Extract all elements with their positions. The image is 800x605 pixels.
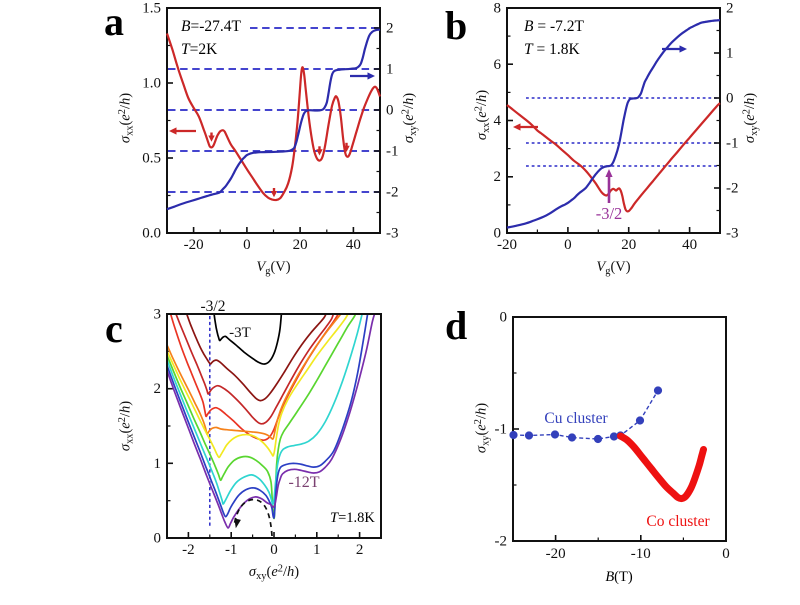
svg-text:-10: -10 [631,546,651,562]
svg-text:T=2K: T=2K [181,41,218,58]
svg-text:-20: -20 [184,237,204,253]
svg-text:T=1.8K: T=1.8K [330,510,375,526]
svg-text:-3: -3 [386,226,399,242]
svg-text:40: 40 [346,237,361,253]
svg-text:Vg(V): Vg(V) [596,259,630,277]
svg-text:4: 4 [494,113,502,129]
svg-text:-2: -2 [726,181,739,197]
svg-text:2: 2 [386,21,394,37]
svg-text:-3/2: -3/2 [596,204,623,223]
svg-text:Co cluster: Co cluster [646,513,710,530]
svg-text:-20: -20 [497,237,517,253]
svg-text:B(T): B(T) [605,569,633,585]
svg-text:20: 20 [293,237,308,253]
svg-text:-12T: -12T [288,474,319,491]
svg-text:0: 0 [722,546,730,562]
svg-text:d: d [445,303,467,348]
svg-text:-2: -2 [495,534,508,550]
svg-text:a: a [104,0,124,44]
svg-text:0: 0 [564,237,572,253]
svg-text:σxx(e2/h): σxx(e2/h) [117,401,136,451]
svg-text:2: 2 [726,1,734,17]
svg-text:σxx(e2/h): σxx(e2/h) [474,90,493,140]
svg-text:1: 1 [154,456,162,472]
svg-text:2: 2 [356,542,364,558]
svg-text:Cu cluster: Cu cluster [544,410,608,427]
svg-text:0.0: 0.0 [142,226,161,242]
svg-text:σxy(e2/h): σxy(e2/h) [401,93,420,143]
svg-text:-2: -2 [182,542,195,558]
svg-text:-3T: -3T [229,325,251,341]
svg-text:σxx(e2/h): σxx(e2/h) [117,93,136,143]
svg-text:σxy(e2/h): σxy(e2/h) [742,93,761,143]
svg-text:σxy(e2/h): σxy(e2/h) [473,403,492,453]
svg-text:-1: -1 [495,422,508,438]
svg-text:0: 0 [386,103,394,119]
svg-text:0: 0 [154,531,162,547]
svg-text:2: 2 [494,169,502,185]
svg-text:1: 1 [726,46,734,62]
svg-text:0: 0 [243,237,251,253]
svg-text:2: 2 [154,381,162,397]
svg-text:-20: -20 [546,546,566,562]
svg-text:0: 0 [494,226,502,242]
svg-text:c: c [105,306,123,351]
svg-text:b: b [445,3,467,48]
svg-text:B=-27.4T: B=-27.4T [181,18,241,35]
svg-text:0.5: 0.5 [142,151,161,167]
svg-text:-3/2: -3/2 [201,298,226,315]
svg-text:-3: -3 [726,226,739,242]
svg-text:-1: -1 [225,542,238,558]
svg-text:1: 1 [386,62,394,78]
svg-text:0: 0 [500,310,508,326]
svg-text:1.0: 1.0 [142,76,161,92]
svg-text:20: 20 [621,237,636,253]
svg-text:1: 1 [313,542,321,558]
svg-text:B = -7.2T: B = -7.2T [524,18,584,35]
svg-text:-1: -1 [386,144,399,160]
svg-text:40: 40 [682,237,697,253]
svg-text:T = 1.8K: T = 1.8K [524,41,580,58]
svg-text:0: 0 [726,91,734,107]
svg-text:1.5: 1.5 [142,1,161,17]
svg-text:6: 6 [494,57,502,73]
svg-text:-1: -1 [726,136,739,152]
svg-text:-2: -2 [386,185,399,201]
svg-text:σxy(e2/h): σxy(e2/h) [249,564,299,583]
svg-text:8: 8 [494,1,502,17]
svg-text:Vg(V): Vg(V) [256,259,290,277]
svg-text:0: 0 [270,542,278,558]
svg-text:3: 3 [154,307,162,323]
